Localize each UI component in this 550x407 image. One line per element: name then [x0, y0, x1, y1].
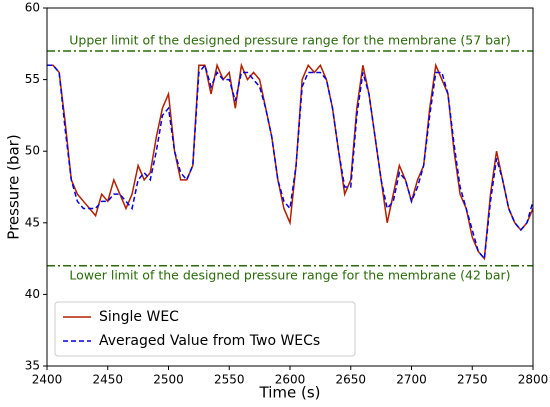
x-tick-label: 2750: [457, 373, 488, 387]
legend: Single WEC Averaged Value from Two WECs: [54, 301, 356, 357]
y-tick-label: 55: [25, 72, 40, 86]
x-tick-label: 2600: [275, 373, 306, 387]
legend-label: Averaged Value from Two WECs: [99, 333, 320, 349]
y-tick-label: 50: [25, 144, 40, 158]
x-tick-label: 2650: [335, 373, 366, 387]
y-tick-label: 45: [25, 215, 40, 229]
legend-box: [54, 301, 356, 357]
annotation: Upper limit of the designed pressure ran…: [69, 32, 511, 47]
y-axis-label: Pressure (bar): [5, 134, 23, 239]
x-tick-label: 2400: [32, 373, 63, 387]
data-line: [47, 63, 534, 261]
y-tick-label: 35: [25, 359, 40, 373]
x-tick-label: 2450: [92, 373, 123, 387]
annotation: Lower limit of the designed pressure ran…: [69, 267, 510, 282]
x-tick-label: 2800: [518, 373, 549, 387]
data-line: [47, 62, 534, 261]
plot-frame: [46, 7, 534, 367]
y-tick-label: 40: [25, 287, 40, 301]
x-tick-label: 2500: [153, 373, 184, 387]
y-tick-label: 60: [25, 1, 40, 15]
x-tick-label: 2550: [214, 373, 245, 387]
x-tick-label: 2700: [396, 373, 427, 387]
x-axis-label: Time (s): [259, 384, 321, 402]
legend-label: Single WEC: [99, 309, 179, 325]
